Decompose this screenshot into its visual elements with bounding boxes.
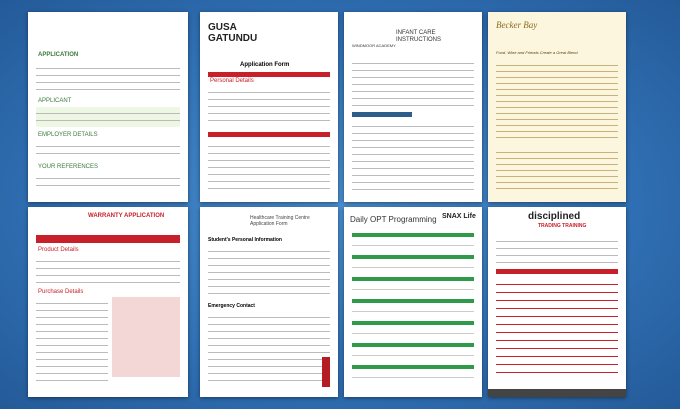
form-lines <box>36 140 180 160</box>
section-label: APPLICANT <box>38 98 72 104</box>
section-bar <box>208 72 330 77</box>
form-lines <box>496 277 618 377</box>
form-title: GUSA GATUNDU <box>208 22 258 44</box>
form-card: disciplined TRADING TRAINING <box>488 207 626 397</box>
form-lines <box>496 60 618 140</box>
form-title: Becker Bay <box>496 20 538 30</box>
form-card: APPLICATION APPLICANT EMPLOYER DETAILS Y… <box>28 12 188 202</box>
form-lines <box>208 245 330 300</box>
form-subtitle: WINDMOOR ACADEMY <box>352 43 396 48</box>
form-lines <box>352 120 474 190</box>
form-lines <box>208 311 330 387</box>
form-card: INFANT CARE INSTRUCTIONS WINDMOOR ACADEM… <box>344 12 482 202</box>
form-card: Becker Bay Food, Wine and Friends Create… <box>488 12 626 202</box>
form-lines <box>208 140 330 190</box>
form-card: GUSA GATUNDU Application Form Personal D… <box>200 12 338 202</box>
form-lines <box>352 57 474 107</box>
form-lines <box>36 107 180 127</box>
form-lines <box>208 86 330 126</box>
terms-box <box>112 297 180 377</box>
section-label: Emergency Contact <box>208 303 255 309</box>
form-subtitle: Food, Wine and Friends Create a Great Bl… <box>496 50 578 55</box>
section-label: Product Details <box>38 247 79 253</box>
section-label: EMPLOYER DETAILS <box>38 132 98 138</box>
form-card: Daily OPT Programming SNAX Life <box>344 207 482 397</box>
form-card: Healthcare Training Centre Application F… <box>200 207 338 397</box>
form-title: WARRANTY APPLICATION <box>88 213 165 219</box>
section-label: Application Form <box>240 62 290 68</box>
form-title: INFANT CARE INSTRUCTIONS <box>396 30 441 43</box>
form-title: disciplined <box>528 211 581 222</box>
form-lines <box>36 62 180 92</box>
form-lines <box>496 235 618 265</box>
section-label: Student's Personal Information <box>208 237 282 243</box>
section-label: YOUR REFERENCES <box>38 164 99 170</box>
section-label: Personal Details <box>210 78 254 84</box>
section-bar <box>352 112 412 117</box>
side-tab <box>322 357 330 387</box>
form-lines <box>36 297 108 387</box>
footer-bar <box>488 389 626 397</box>
form-title: Daily OPT Programming <box>350 215 437 224</box>
form-title: Healthcare Training Centre Application F… <box>250 215 310 227</box>
section-bar <box>36 235 180 243</box>
section-bar <box>496 269 618 274</box>
section-label: Purchase Details <box>38 289 84 295</box>
form-card: WARRANTY APPLICATION Product Details Pur… <box>28 207 188 397</box>
form-title: APPLICATION <box>38 52 79 58</box>
form-lines <box>496 147 618 192</box>
program-table <box>352 231 474 387</box>
form-subtitle: SNAX Life <box>442 213 476 220</box>
form-lines <box>36 172 180 192</box>
section-bar <box>208 132 330 137</box>
form-subtitle: TRADING TRAINING <box>538 223 587 229</box>
form-lines <box>36 255 180 285</box>
